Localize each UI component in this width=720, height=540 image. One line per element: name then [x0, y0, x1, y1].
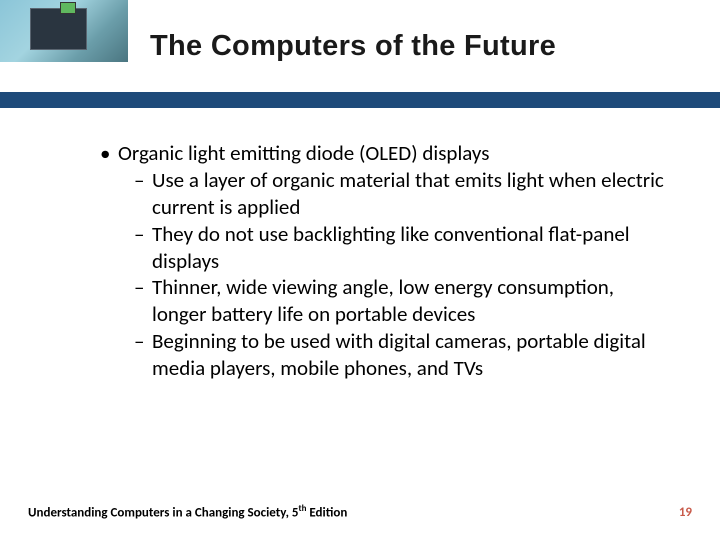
footer-book-title: Understanding Computers in a Changing So… [28, 503, 347, 520]
dash-icon: – [134, 274, 144, 301]
bullet-level-2: – They do not use backlighting like conv… [100, 221, 670, 275]
slide-title: The Computers of the Future [150, 30, 556, 63]
bullet-text: Beginning to be used with digital camera… [152, 328, 646, 381]
bullet-level-1: Organic light emitting diode (OLED) disp… [100, 140, 670, 167]
footer-text-main: Understanding Computers in a Changing So… [28, 505, 299, 520]
bullet-level-2: – Use a layer of organic material that e… [100, 167, 670, 221]
decorative-corner-image [0, 0, 128, 62]
dash-icon: – [134, 221, 144, 248]
content-area: Organic light emitting diode (OLED) disp… [100, 140, 670, 382]
dash-icon: – [134, 167, 144, 194]
header-area: The Computers of the Future [0, 0, 720, 108]
footer: Understanding Computers in a Changing So… [28, 503, 692, 520]
page-number: 19 [679, 505, 692, 520]
dash-icon: – [134, 328, 144, 355]
title-underline-bar [0, 92, 720, 108]
bullet-text: Thinner, wide viewing angle, low energy … [152, 274, 614, 327]
bullet-level-2: – Beginning to be used with digital came… [100, 328, 670, 382]
bullet-text: Organic light emitting diode (OLED) disp… [118, 140, 489, 166]
bullet-text: Use a layer of organic material that emi… [152, 167, 664, 220]
bullet-level-2: – Thinner, wide viewing angle, low energ… [100, 274, 670, 328]
bullet-text: They do not use backlighting like conven… [152, 221, 630, 274]
footer-text-edition: Edition [306, 505, 347, 520]
